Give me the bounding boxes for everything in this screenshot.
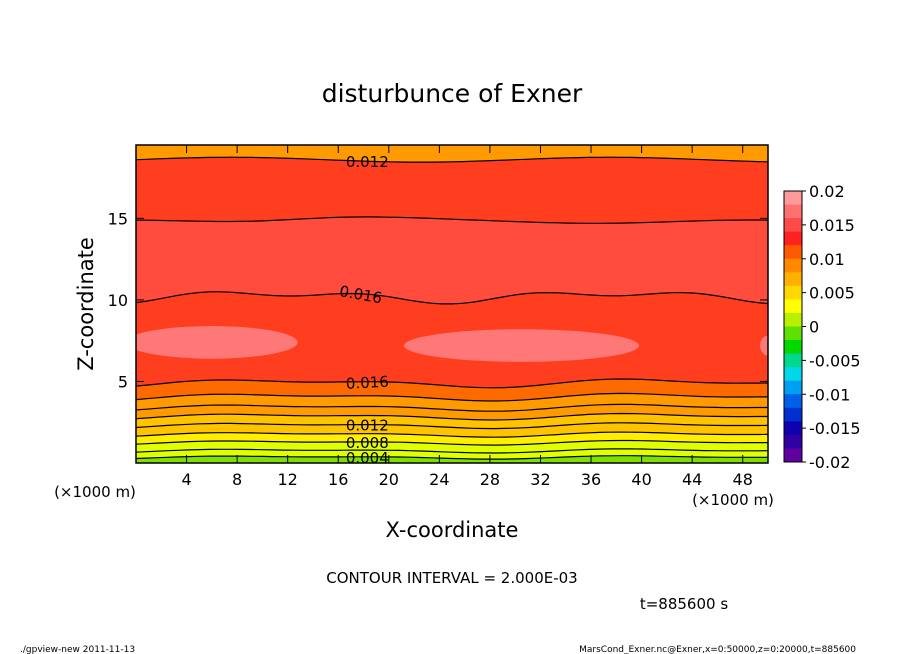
y-axis-unit: (×1000 m) [54,483,136,501]
contour-line-5 [136,422,768,430]
x-axis-label: X-coordinate [386,518,519,542]
x-tick-label: 24 [429,470,449,489]
colorbar-tick-label: 0.005 [809,284,855,303]
contour-line-4 [136,431,768,438]
contour-line-10 [136,291,768,305]
x-tick-label: 4 [181,470,191,489]
colorbar-swatch-2 [784,218,802,233]
colorbar-swatch-1 [784,204,802,219]
colorbar-swatch-17 [784,421,802,436]
colorbar-swatch-11 [784,340,802,355]
contour-line-3 [136,439,768,446]
y-tick-label: 5 [118,372,128,391]
high-core-2 [404,329,639,362]
colorbar-swatch-13 [784,367,802,382]
time-text: t=885600 s [640,595,728,613]
x-tick-label: 12 [278,470,298,489]
contour-label-3: 0.012 [346,417,389,435]
x-tick-label: 36 [581,470,601,489]
contour-label-1: 0.004 [346,449,389,467]
colorbar-swatch-12 [784,353,802,368]
x-tick-label: 44 [682,470,702,489]
contour-band-top [136,145,768,163]
colorbar-swatch-3 [784,231,802,246]
y-axis-label: Z-coordinate [74,237,98,371]
colorbar-swatch-8 [784,299,802,314]
high-core-3 [760,335,768,356]
contour-lines [136,156,768,460]
y-tick-label: 10 [108,291,128,310]
x-axis-unit: (×1000 m) [692,491,774,509]
colorbar-swatch-18 [784,434,802,449]
colorbar-tick-label: -0.02 [809,453,850,472]
x-tick-label: 8 [232,470,242,489]
colorbar-swatch-16 [784,407,802,422]
contour-line-8 [136,392,768,402]
colorbar-tick-label: 0.015 [809,216,855,235]
contour-line-9 [136,378,768,389]
y-axis-ticks: 5 10 15 [108,209,768,391]
colorbar-swatch-6 [784,272,802,287]
plot-frame [135,144,769,464]
colorbar-swatch-7 [784,285,802,300]
contour-fill-bands [136,145,768,463]
x-tick-label: 20 [379,470,399,489]
colorbar-tick-label: 0.01 [809,250,845,269]
colorbar-swatch-19 [784,448,802,463]
x-axis-ticks: 4 8 12 16 20 24 28 32 36 40 44 48 [181,145,753,489]
contour-line-6 [136,412,768,421]
x-tick-label: 28 [480,470,500,489]
footer-left: ./gpview-new 2011-11-13 [20,645,135,654]
contour-band-11 [136,145,768,224]
x-tick-label: 32 [530,470,550,489]
contour-line-1 [136,455,768,460]
colorbar-swatch-9 [784,312,802,327]
colorbar-tick-label: 0 [809,318,819,337]
footer-right: MarsCond_Exner.nc@Exner,x=0:50000,z=0:20… [579,645,856,654]
contour-interval-text: CONTOUR INTERVAL = 2.000E-03 [326,569,577,587]
colorbar-swatch-15 [784,394,802,409]
contour-label-6: 0.012 [346,153,389,171]
colorbar-tick-label: -0.005 [809,351,861,370]
chart-title: disturbunce of Exner [322,79,583,108]
colorbar-swatch-14 [784,380,802,395]
contour-label-4: 0.016 [345,373,389,393]
colorbar-tick-label: -0.015 [809,419,861,438]
high-core-1 [136,326,298,359]
y-tick-label: 15 [108,209,128,228]
contour-line-2 [136,448,768,454]
colorbar-swatch-5 [784,258,802,273]
x-tick-label: 48 [733,470,753,489]
colorbar-tick-label: -0.01 [809,385,850,404]
colorbar: 0.02 0.015 0.01 0.005 0 -0.005 -0.01 -0.015 -0.0… [783,182,861,472]
colorbar-tick-label: 0.02 [809,182,845,201]
contour-label-2: 0.008 [346,434,389,452]
x-tick-label: 40 [631,470,651,489]
contour-line-11 [136,216,768,224]
contour-line-12 [136,156,768,163]
colorbar-swatch-4 [784,245,802,260]
contour-line-7 [136,403,768,412]
x-tick-label: 16 [328,470,348,489]
colorbar-swatch-0 [784,191,802,206]
colorbar-swatch-10 [784,326,802,341]
